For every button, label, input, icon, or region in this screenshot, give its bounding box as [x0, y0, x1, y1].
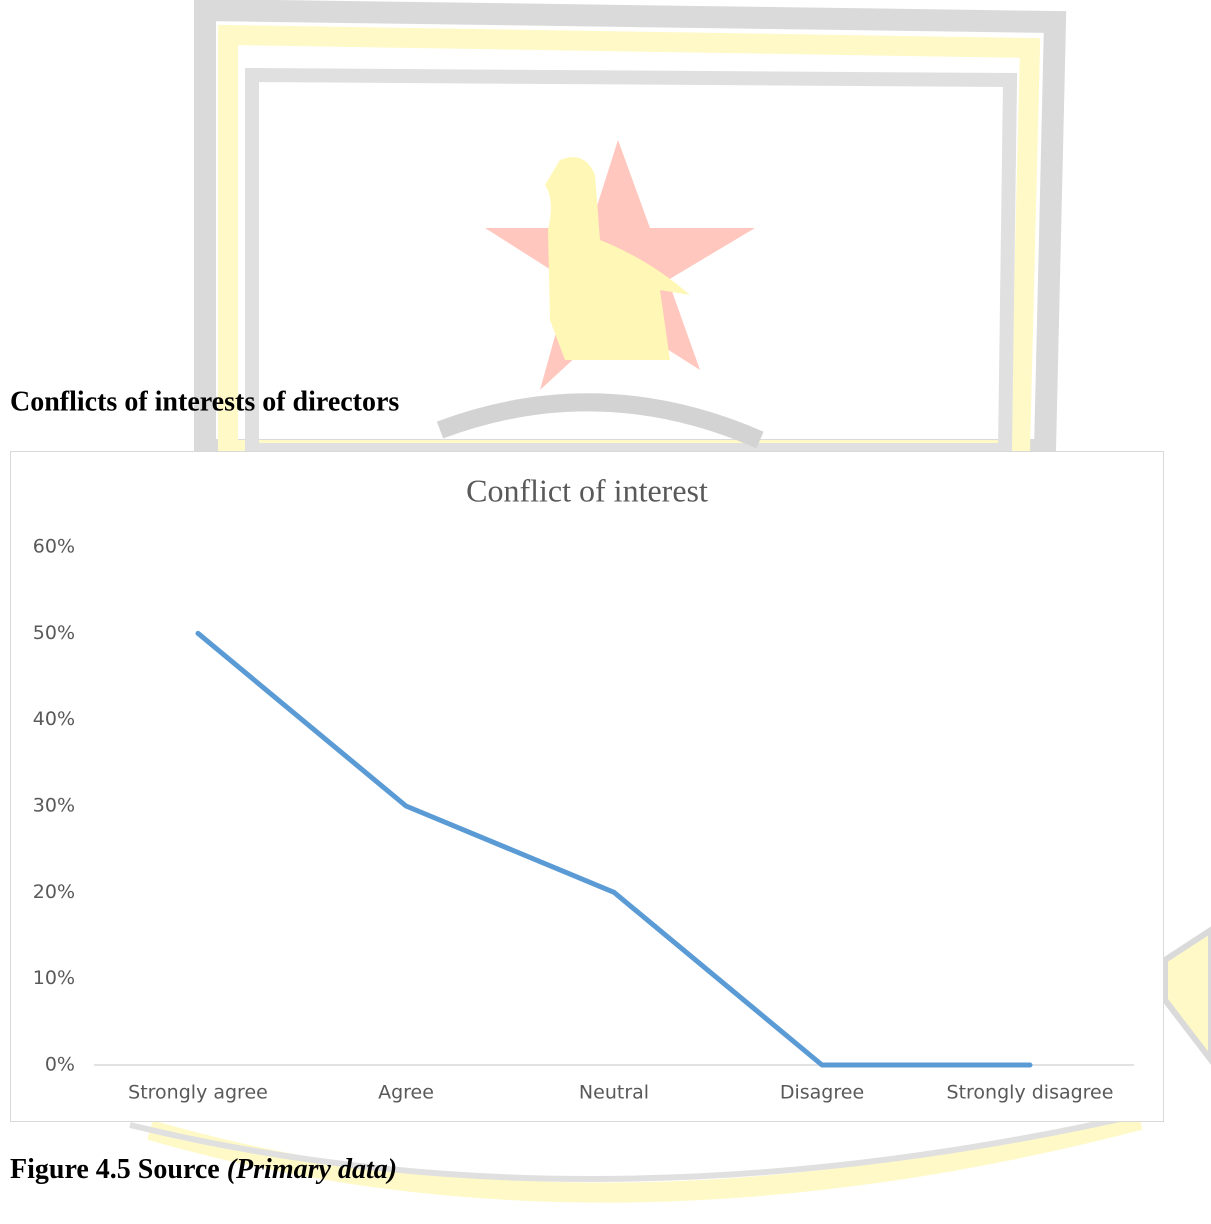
- y-tick-label: 60%: [33, 536, 75, 558]
- document: Conflicts of interests of directors Conf…: [0, 0, 1211, 1224]
- x-tick-label: Agree: [378, 1082, 434, 1104]
- page: Conflicts of interests of directors Conf…: [0, 0, 1211, 1224]
- chart-title: Conflict of interest: [466, 472, 708, 508]
- chart-frame: [11, 452, 1164, 1122]
- x-tick-label: Neutral: [579, 1082, 649, 1104]
- y-tick-label: 20%: [33, 881, 75, 903]
- y-tick-label: 40%: [33, 708, 75, 730]
- y-tick-label: 30%: [33, 795, 75, 817]
- y-tick-label: 0%: [45, 1054, 75, 1076]
- x-tick-label: Strongly disagree: [947, 1082, 1114, 1104]
- caption-label: Figure 4.5 Source: [10, 1154, 220, 1185]
- y-tick-label: 10%: [33, 967, 75, 989]
- x-tick-label: Disagree: [780, 1082, 864, 1104]
- heading: Conflicts of interests of directors: [10, 386, 399, 417]
- y-tick-label: 50%: [33, 622, 75, 644]
- caption: Figure 4.5 Source (Primary data): [10, 1154, 397, 1185]
- caption-source: (Primary data): [227, 1154, 397, 1185]
- x-tick-label: Strongly agree: [128, 1082, 268, 1104]
